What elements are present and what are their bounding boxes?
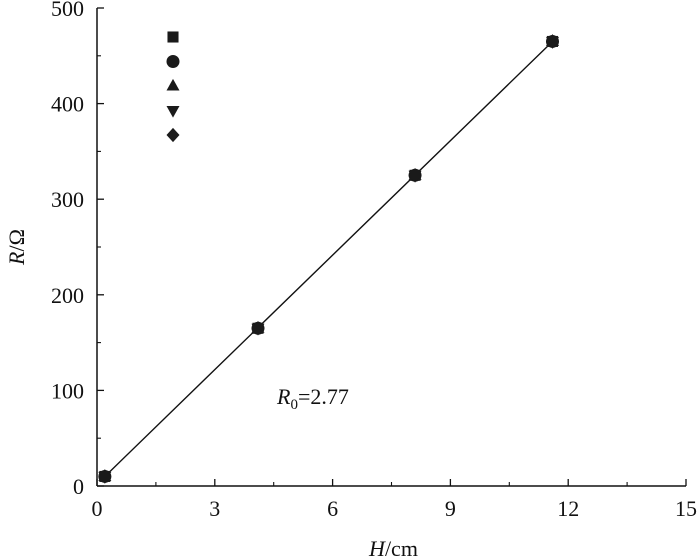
legend-marker-triangle-up xyxy=(166,78,180,91)
annotation-value: =2.77 xyxy=(298,384,349,409)
data-point-diamond-3 xyxy=(545,34,559,49)
data-points xyxy=(98,34,559,484)
annotation-var: R xyxy=(276,384,291,409)
y-axis-unit: /Ω xyxy=(4,229,29,251)
data-point-diamond-2 xyxy=(408,168,422,183)
x-tick-label-3: 3 xyxy=(209,496,220,521)
x-axis-var: H xyxy=(368,536,386,560)
x-tick-label-6: 6 xyxy=(327,496,338,521)
data-point-diamond-0 xyxy=(98,469,112,484)
x-axis-unit: /cm xyxy=(385,536,418,560)
x-tick-label-12: 12 xyxy=(557,496,579,521)
x-tick-label-15: 15 xyxy=(675,496,697,521)
y-tick-label-300: 300 xyxy=(51,187,84,212)
x-axis-label: H/cm xyxy=(368,536,418,560)
axes xyxy=(96,8,686,487)
legend-marker-square xyxy=(167,31,179,43)
legend-marker-diamond xyxy=(166,127,180,143)
fit-line-group xyxy=(104,40,553,477)
legend-marker-circle xyxy=(166,55,180,68)
y-tick-label-100: 100 xyxy=(51,378,84,403)
legend-marker-triangle-down xyxy=(166,105,180,118)
x-tick-label-0: 0 xyxy=(92,496,103,521)
annotation-subscript: 0 xyxy=(290,397,298,413)
y-tick-label-0: 0 xyxy=(73,474,84,499)
legend xyxy=(166,31,180,143)
fit-line xyxy=(104,40,553,477)
ticks: 0 3 6 9 12 15 0 100 200 300 400 500 xyxy=(51,0,697,521)
y-tick-label-200: 200 xyxy=(51,283,84,308)
y-axis-label: R/Ω xyxy=(4,229,29,266)
x-tick-label-9: 9 xyxy=(445,496,456,521)
r0-annotation: R0=2.77 xyxy=(276,384,349,413)
y-axis-var: R xyxy=(4,251,29,266)
y-tick-label-400: 400 xyxy=(51,92,84,117)
y-tick-label-500: 500 xyxy=(51,0,84,21)
data-point-diamond-1 xyxy=(251,321,265,336)
